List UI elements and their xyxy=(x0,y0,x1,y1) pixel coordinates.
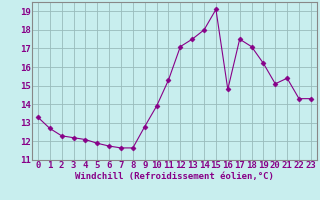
X-axis label: Windchill (Refroidissement éolien,°C): Windchill (Refroidissement éolien,°C) xyxy=(75,172,274,181)
